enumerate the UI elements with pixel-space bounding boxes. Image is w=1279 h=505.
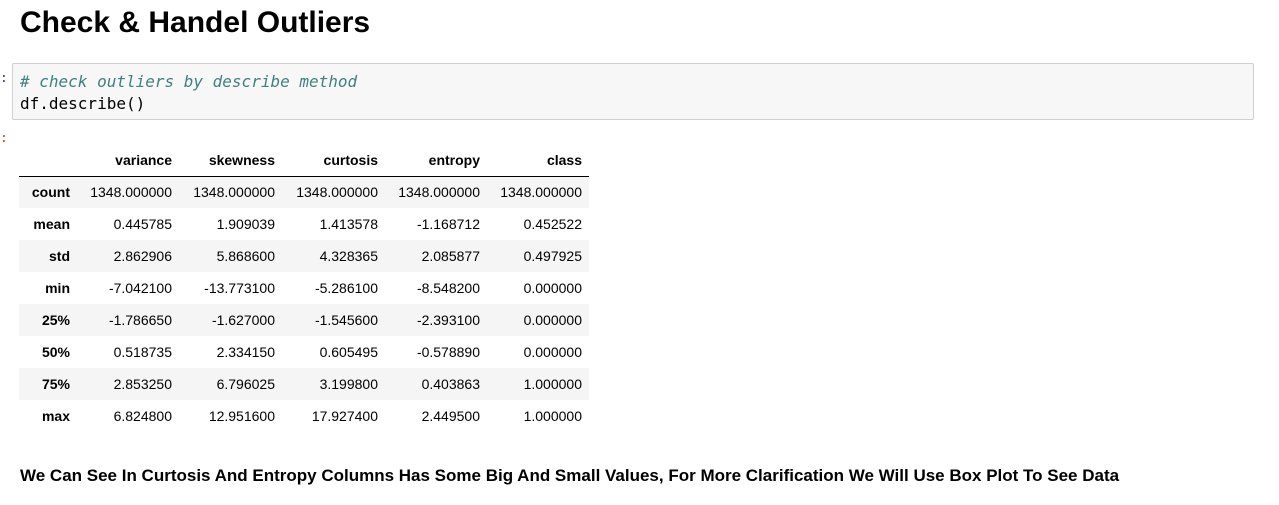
table-cell-variance: 6.824800	[113, 408, 172, 424]
table-cell-class: 0.000000	[523, 312, 582, 328]
describe-output-table: variance skewness curtosis entropy class…	[19, 144, 589, 432]
row-index-label: std	[49, 248, 70, 264]
table-cell-skewness: 2.334150	[216, 344, 275, 360]
table-cell-skewness: -1.627000	[211, 312, 275, 328]
output-prompt-marker: :	[0, 131, 8, 146]
table-cell-variance: -1.786650	[108, 312, 172, 328]
table-cell-curtosis: 17.927400	[311, 408, 378, 424]
table-cell-class: 0.000000	[523, 344, 582, 360]
row-index-label: count	[31, 184, 70, 201]
table-row: max 6.824800 12.951600 17.927400 2.449500 1.0…	[19, 400, 589, 432]
table-cell-entropy: 0.403863	[421, 376, 480, 392]
table-cell-curtosis: 3.199800	[319, 376, 378, 392]
table-cell-class: 1.000000	[523, 376, 582, 392]
column-header-entropy: entropy	[385, 144, 487, 177]
row-index-label: min	[45, 280, 70, 296]
table-cell-class: 1348.000000	[500, 184, 582, 201]
table-row: min -7.042100 -13.773100 -5.286100 -8.548200…	[19, 272, 589, 304]
table-cell-variance: 0.445785	[113, 216, 172, 232]
row-index-label: mean	[33, 216, 70, 232]
table-row: std 2.862906 5.868600 4.328365 2.085877 0.497…	[19, 240, 589, 272]
index-header	[19, 144, 77, 177]
input-prompt-marker: :	[0, 71, 8, 86]
table-cell-entropy: -8.548200	[416, 280, 480, 296]
table-cell-entropy: 2.085877	[421, 248, 480, 264]
conclusion-text: We Can See In Curtosis And Entropy Colum…	[20, 466, 1120, 485]
row-index-label: 25%	[41, 312, 70, 328]
table-cell-entropy: 2.449500	[421, 408, 480, 424]
code-comment: # check outliers by describe method	[20, 72, 358, 91]
table-cell-curtosis: -5.286100	[314, 280, 378, 296]
table-cell-entropy: -1.168712	[416, 216, 480, 232]
table-body: count 1348.000000 1348.000000 1348.000000 13…	[19, 176, 589, 432]
row-index-label: max	[41, 408, 70, 424]
column-header-variance: variance	[77, 144, 179, 177]
table-cell-skewness: 6.796025	[216, 376, 275, 392]
table-cell-variance: -7.042100	[108, 280, 172, 296]
table-cell-skewness: 1.909039	[216, 216, 275, 232]
row-index-label: 50%	[41, 344, 70, 360]
table-header-row: variance skewness curtosis entropy class	[19, 144, 589, 177]
table-cell-class: 0.452522	[523, 216, 582, 232]
row-index-label: 75%	[41, 376, 70, 392]
table-cell-skewness: 1348.000000	[193, 184, 275, 201]
section-heading: Check & Handel Outliers	[20, 6, 371, 39]
table-cell-entropy: -2.393100	[416, 312, 480, 328]
table-cell-curtosis: 0.605495	[319, 344, 378, 360]
table-row: count 1348.000000 1348.000000 1348.000000 13…	[19, 176, 589, 208]
table-cell-entropy: 1348.000000	[398, 184, 480, 201]
table-cell-curtosis: -1.545600	[314, 312, 378, 328]
table-cell-curtosis: 4.328365	[319, 248, 378, 264]
table-row: 25% -1.786650 -1.627000 -1.545600 -2.393100 0…	[19, 304, 589, 336]
table-cell-variance: 2.862906	[113, 248, 172, 264]
table-cell-skewness: 12.951600	[208, 408, 275, 424]
table-cell-curtosis: 1348.000000	[296, 184, 378, 201]
code-cell[interactable]: # check outliers by describe method df.d…	[12, 63, 1254, 120]
column-header-class: class	[487, 144, 589, 177]
table-cell-variance: 2.853250	[113, 376, 172, 392]
table-cell-class: 1.000000	[523, 408, 582, 424]
table-cell-variance: 1348.000000	[90, 184, 172, 201]
table-row: 50% 0.518735 2.334150 0.605495 -0.578890 0.00…	[19, 336, 589, 368]
column-header-skewness: skewness	[179, 144, 282, 177]
code-statement: df.describe()	[20, 94, 146, 113]
table-cell-skewness: -13.773100	[204, 280, 275, 296]
table-cell-class: 0.000000	[523, 280, 582, 296]
table-cell-variance: 0.518735	[113, 344, 172, 360]
column-header-curtosis: curtosis	[282, 144, 385, 177]
table-cell-curtosis: 1.413578	[319, 216, 378, 232]
table-row: mean 0.445785 1.909039 1.413578 -1.168712 0.4…	[19, 208, 589, 240]
table-cell-skewness: 5.868600	[216, 248, 275, 264]
table-cell-class: 0.497925	[523, 248, 582, 264]
table-row: 75% 2.853250 6.796025 3.199800 0.403863 1.000…	[19, 368, 589, 400]
table-cell-entropy: -0.578890	[416, 344, 480, 360]
